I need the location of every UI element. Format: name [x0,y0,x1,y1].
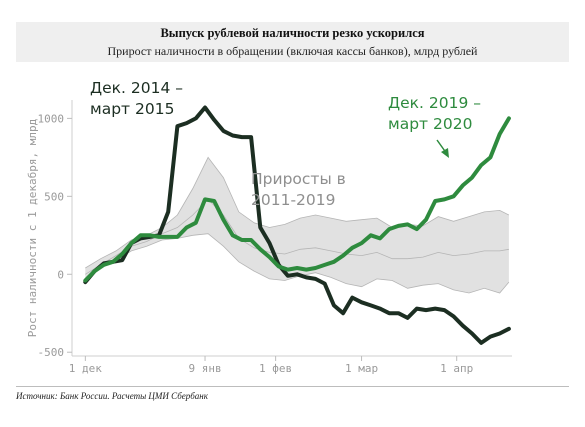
band-upper-line [85,156,510,269]
chart-title: Выпуск рублевой наличности резко ускорил… [160,26,425,40]
y-tick-label: 0 [57,268,64,281]
series-line-2019 [83,116,511,283]
y-axis-label: Рост наличности с 1 декабря, млрд [26,118,39,337]
annotation-2014: Дек. 2014 – март 2015 [90,79,183,118]
y-tick-label: 1000 [38,112,65,125]
annotation-2019: Дек. 2019 – март 2020 [388,94,481,133]
y-tick-label: -500 [38,346,65,359]
footer-divider [16,386,569,387]
chart-subtitle: Прирост наличности в обращении (включая … [107,44,478,58]
x-tick-label: 1 апр [440,362,473,375]
source-note: Источник: Банк России. Расчеты ЦМИ Сберб… [16,391,208,401]
y-tick-label: 500 [44,190,64,203]
title-bar: Выпуск рублевой наличности резко ускорил… [16,22,569,62]
x-tick-label: 9 янв [188,362,221,375]
annotation-band: Приросты в 2011-2019 [251,170,346,209]
annotation-arrow-head [441,148,449,158]
x-tick-label: 1 дек [69,362,102,375]
x-tick-label: 1 фев [259,362,292,375]
x-tick-label: 1 мар [345,362,378,375]
